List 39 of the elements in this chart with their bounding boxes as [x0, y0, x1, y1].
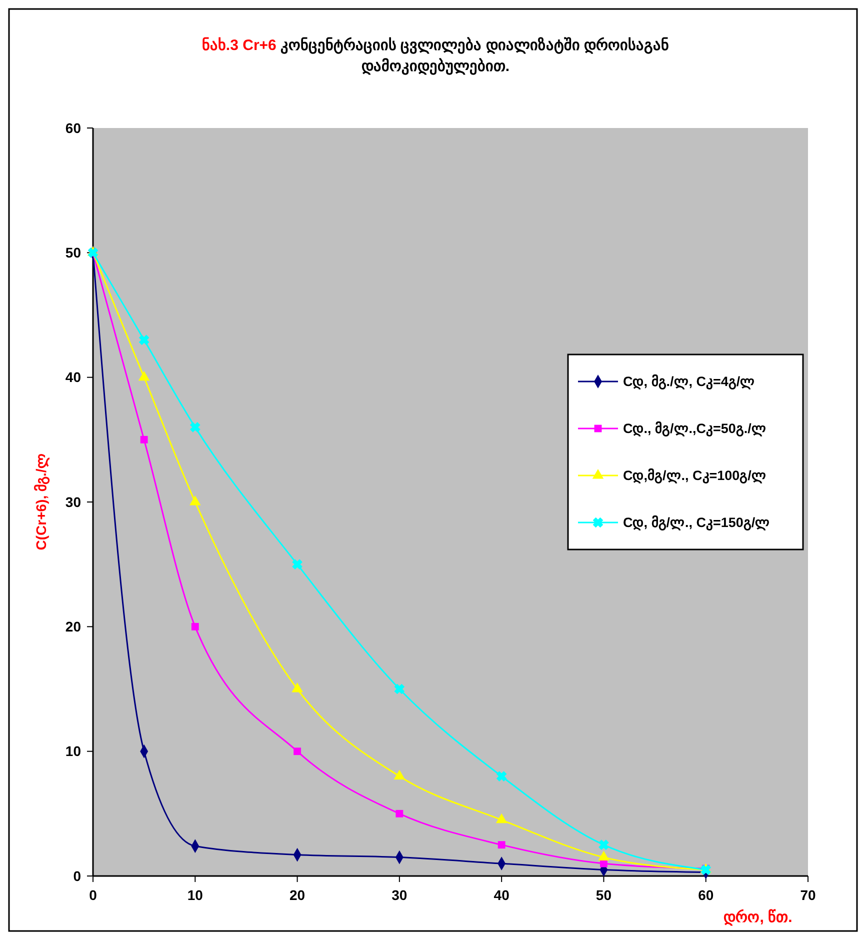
x-tick-label: 60: [698, 887, 714, 903]
x-tick-label: 70: [800, 887, 816, 903]
point: [394, 770, 406, 780]
chart-title: ნახ.3 Cr+6 კონცენტრაციის ცვლილება დიალიზატში დროისაგან დამოკიდებულებით.: [202, 37, 670, 75]
point: [292, 682, 303, 692]
y-tick-label: 60: [65, 120, 82, 136]
x-axis-title: დრო, წთ.: [724, 909, 792, 926]
x-tick-label: 30: [392, 887, 408, 903]
point: [190, 495, 201, 506]
y-tick-label: 50: [65, 244, 82, 261]
x-tick-label: 10: [187, 887, 204, 903]
y-tick-label: 10: [65, 743, 82, 760]
legend-label: Cდ, მგ/ლ., Cკ=150გ/ლ: [623, 515, 770, 532]
y-tick-label: 40: [65, 369, 82, 386]
point: [394, 684, 404, 694]
x-tick-label: 40: [494, 887, 510, 903]
point: [598, 850, 610, 861]
point: [190, 422, 200, 432]
point: [138, 370, 150, 381]
point: [139, 334, 150, 345]
legend-label: Cდ., მგ/ლ.,Cკ=50გ./ლ: [623, 421, 766, 438]
x-tick-label: 50: [596, 887, 612, 903]
point: [140, 436, 148, 444]
point: [498, 841, 506, 849]
y-tick-label: 20: [65, 618, 82, 635]
point: [598, 840, 609, 850]
point: [496, 771, 507, 782]
x-tick-label: 0: [89, 887, 98, 903]
y-tick-label: 30: [65, 494, 82, 510]
point: [294, 748, 301, 756]
y-tick-label: 0: [73, 868, 82, 884]
point: [292, 559, 302, 570]
point: [191, 622, 199, 630]
point: [496, 813, 508, 824]
y-axis-title: C(Cr+6), მგ./ლ: [33, 454, 50, 550]
legend-label: Cდ,მგ/ლ., Cკ=100გ/ლ: [623, 468, 766, 484]
point: [396, 810, 404, 818]
x-tick-label: 20: [289, 887, 306, 903]
legend-label: Cდ, მგ./ლ, Cკ=4გ/ლ: [623, 374, 756, 390]
